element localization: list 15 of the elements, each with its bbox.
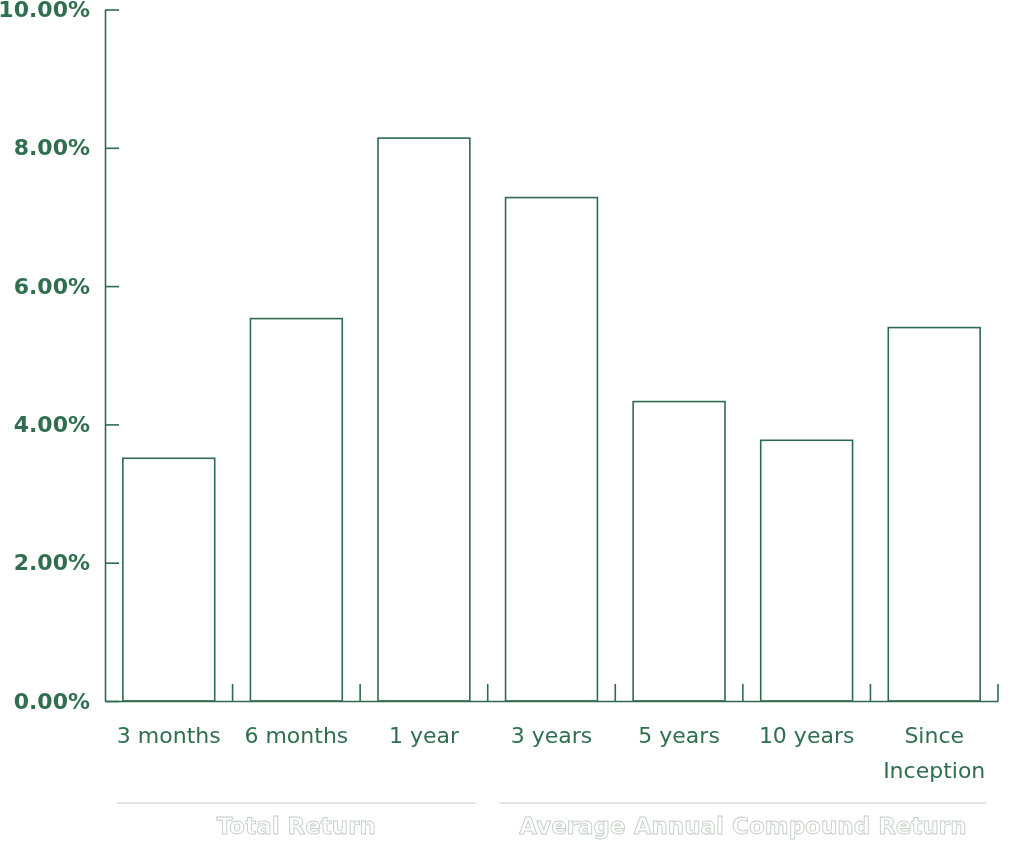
y-tick-label: 0.00% [13,688,90,714]
text: Total Return [216,813,376,839]
x-tick-label: 10 years [758,722,855,748]
y-tick-label: 10.00% [0,0,90,23]
y-tick-label: 8.00% [13,135,90,161]
x-tick-label: 1 year [388,722,460,748]
y-tick-label: 6.00% [13,273,90,299]
x-tick-label: 6 months [244,722,349,748]
x-tick-label: 3 months [116,722,221,748]
x-tick-label: 3 years [510,722,593,748]
x-tick-label: Since Inception [883,723,986,783]
y-tick-label: 2.00% [13,550,90,576]
x-tick-label: 5 years [638,722,720,748]
text: Average Annual Compound Return [519,813,967,839]
y-tick-label: 4.00% [13,411,90,437]
